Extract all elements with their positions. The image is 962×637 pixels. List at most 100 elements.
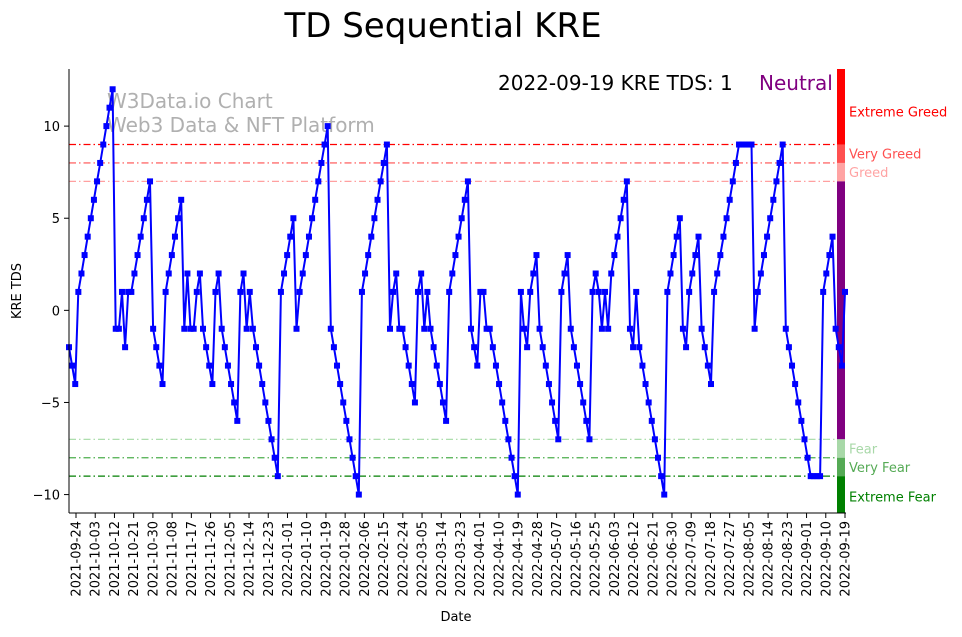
zone-bar-fear	[837, 439, 845, 458]
data-point	[309, 215, 316, 222]
y-tick-label: −10	[33, 489, 60, 504]
data-point	[589, 288, 596, 295]
data-point	[776, 159, 783, 166]
data-point	[69, 362, 76, 369]
data-point	[767, 215, 774, 222]
data-point	[362, 270, 369, 277]
data-point	[838, 362, 845, 369]
data-point	[754, 288, 761, 295]
data-point	[558, 288, 565, 295]
data-point	[159, 381, 166, 388]
data-point	[530, 270, 537, 277]
data-point	[586, 436, 593, 443]
zone-bar-very-fear	[837, 457, 845, 477]
x-tick-label: 2021-10-12	[108, 521, 123, 597]
data-point	[97, 159, 104, 166]
zone-bar-very-greed	[837, 144, 845, 163]
data-point	[165, 270, 172, 277]
data-point	[231, 399, 238, 406]
data-point	[128, 288, 135, 295]
x-tick-label: 2021-11-17	[185, 521, 200, 597]
x-tick-label: 2021-10-21	[127, 521, 142, 597]
data-point	[605, 325, 612, 332]
data-point	[436, 381, 443, 388]
x-tick-label: 2022-01-01	[281, 521, 296, 597]
y-tick-label: 10	[43, 120, 60, 135]
x-tick-label: 2021-10-03	[89, 521, 104, 597]
x-tick-label: 2022-06-30	[665, 521, 680, 597]
data-point	[505, 436, 512, 443]
data-point	[636, 344, 643, 351]
series-line	[68, 89, 846, 495]
data-point	[293, 325, 300, 332]
x-tick-label: 2022-01-28	[339, 521, 354, 597]
data-point	[383, 141, 390, 148]
x-tick-label: 2022-08-14	[762, 521, 777, 597]
data-point	[390, 288, 397, 295]
data-point	[377, 178, 384, 185]
data-point	[100, 141, 107, 148]
zone-label-extreme-fear: Extreme Fear	[849, 490, 937, 505]
data-point	[147, 178, 154, 185]
data-point	[424, 288, 431, 295]
data-point	[443, 417, 450, 424]
data-point	[396, 325, 403, 332]
x-tick-label: 2022-05-25	[589, 521, 604, 597]
x-tick-label: 2021-09-24	[70, 521, 85, 597]
watermark-line-1: W3Data.io Chart	[107, 89, 273, 113]
data-point	[623, 178, 630, 185]
data-point	[483, 325, 490, 332]
data-point	[302, 252, 309, 259]
data-point	[626, 325, 633, 332]
data-point	[592, 270, 599, 277]
data-point	[714, 270, 721, 277]
data-point	[801, 436, 808, 443]
x-tick-label: 2022-08-05	[742, 521, 757, 597]
data-point	[661, 491, 668, 498]
data-point	[598, 325, 605, 332]
data-point	[355, 491, 362, 498]
data-point	[496, 381, 503, 388]
data-point	[664, 288, 671, 295]
data-point	[296, 288, 303, 295]
data-point	[751, 325, 758, 332]
x-tick-label: 2022-03-05	[416, 521, 431, 597]
data-point	[190, 325, 197, 332]
data-point	[807, 473, 814, 480]
data-point	[804, 454, 811, 461]
x-tick-label: 2022-05-07	[550, 521, 565, 597]
data-point	[617, 215, 624, 222]
data-point	[542, 362, 549, 369]
x-tick-label: 2022-04-19	[512, 521, 527, 597]
data-point	[209, 381, 216, 388]
data-point	[764, 233, 771, 240]
data-point	[143, 196, 150, 203]
data-point	[421, 325, 428, 332]
data-point	[736, 141, 743, 148]
data-point	[330, 344, 337, 351]
x-tick-label: 2022-02-15	[377, 521, 392, 597]
data-point	[433, 362, 440, 369]
zone-bar-extreme-greed	[837, 69, 845, 145]
data-point	[729, 178, 736, 185]
data-point	[782, 325, 789, 332]
data-point	[259, 381, 266, 388]
x-tick-label: 2022-04-10	[492, 521, 507, 597]
data-point	[683, 344, 690, 351]
data-point	[386, 325, 393, 332]
data-point	[545, 381, 552, 388]
x-tick-label: 2021-12-14	[243, 521, 258, 597]
data-point	[299, 270, 306, 277]
data-point	[489, 344, 496, 351]
data-point	[271, 454, 278, 461]
data-point	[517, 288, 524, 295]
x-tick-label: 2022-02-24	[396, 521, 411, 597]
data-point	[527, 288, 534, 295]
data-point	[393, 270, 400, 277]
x-tick-label: 2022-01-10	[300, 521, 315, 597]
y-tick-label: −5	[41, 396, 60, 411]
data-point	[324, 123, 331, 130]
data-point	[655, 454, 662, 461]
data-point	[711, 288, 718, 295]
